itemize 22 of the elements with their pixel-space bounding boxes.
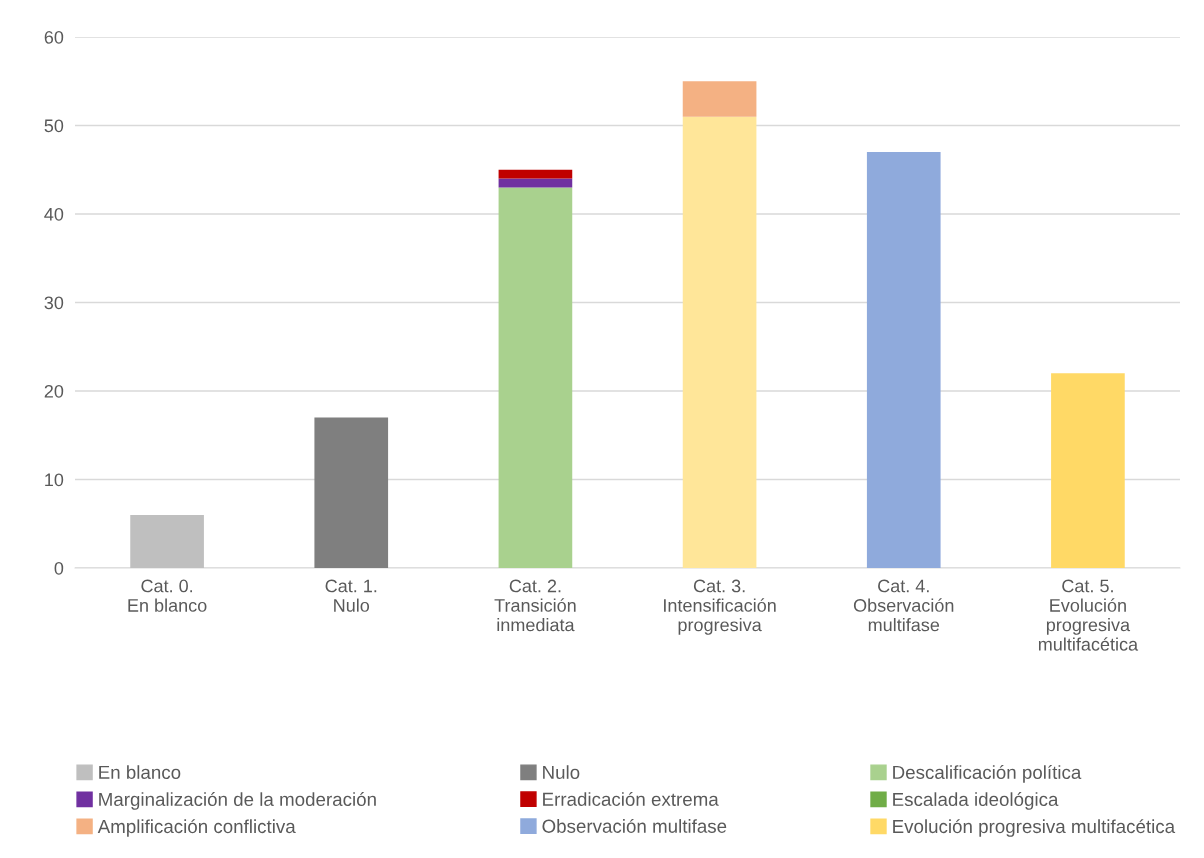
y-tick-label: 60	[44, 30, 64, 44]
legend-label: Evolución progresiva multifacética	[893, 819, 1176, 837]
y-tick-label: 20	[44, 384, 64, 398]
x-tick-label: Cat. 1. Nulo	[325, 579, 377, 612]
legend-label: Descalificación política	[893, 764, 1082, 783]
x-tick-label: Cat. 2. Transición inmediata	[494, 579, 576, 632]
x-tick-label: Cat. 0. En blanco	[128, 579, 207, 612]
legend-label: Observación multifase	[542, 818, 727, 833]
y-tick-label: 40	[44, 207, 64, 221]
y-tick-label: 0	[54, 561, 64, 575]
x-tick-label: Cat. 5. Evolución progresiva multifacética	[1038, 579, 1139, 651]
legend-label: Escalada ideológica	[893, 792, 1059, 810]
legend-label: Amplificación conflictiva	[97, 819, 296, 837]
y-tick-label: 50	[44, 119, 64, 133]
legend-label: Marginalización de la moderación	[99, 792, 376, 810]
x-tick-label: Cat. 3. Intensificación progresiva	[664, 579, 776, 635]
x-tick-label: Cat. 4. Observación multifase	[853, 579, 954, 632]
legend-label: Nulo	[543, 765, 580, 779]
legend-label: En blanco	[99, 765, 181, 779]
y-tick-label: 10	[45, 473, 64, 487]
y-tick-label: 30	[44, 296, 64, 310]
legend-label: Erradicación extrema	[543, 791, 719, 806]
